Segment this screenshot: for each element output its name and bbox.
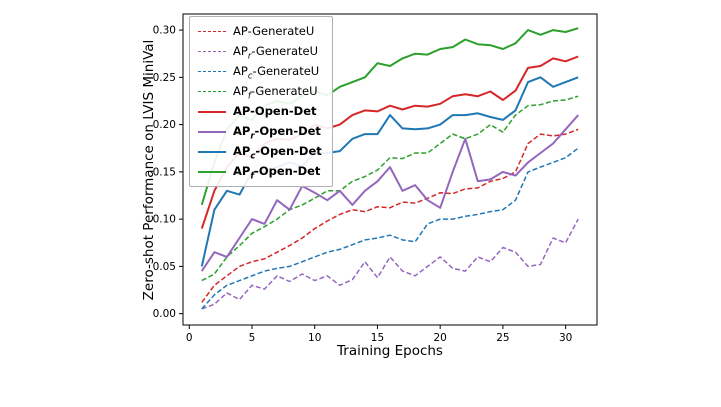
legend-line-sample: [198, 51, 226, 52]
legend: AP-GenerateU APr-GenerateU APc-GenerateU AP…: [189, 16, 333, 187]
series-line-AP-GenerateU: [201, 128, 579, 303]
series-line-APr-GenerateU: [201, 218, 579, 310]
y-axis-label: Zero-shot Performance on LVIS MiniVal: [141, 40, 157, 301]
x-tick-label: 30: [559, 332, 572, 344]
x-tick-label: 25: [496, 332, 509, 344]
y-tick-label: 0.05: [153, 261, 176, 273]
x-tick-label: 0: [186, 332, 193, 344]
legend-label: AP-GenerateU: [233, 23, 315, 38]
plot-border: [182, 13, 598, 326]
legend-line-sample: [198, 31, 226, 32]
legend-entry-APf-Open-Det: APf-Open-Det: [198, 162, 322, 181]
legend-entry-APr-Open-Det: APr-Open-Det: [198, 122, 322, 141]
x-tick-label: 15: [371, 332, 384, 344]
legend-entry-APr-GenerateU: APr-GenerateU: [198, 42, 322, 61]
series-line-APc-GenerateU: [201, 147, 579, 310]
y-tick-label: 0.00: [153, 308, 176, 320]
legend-entry-APc-GenerateU: APc-GenerateU: [198, 62, 322, 81]
legend-line-sample: [198, 130, 226, 133]
legend-line-sample: [198, 71, 226, 72]
y-tick-label: 0.15: [153, 166, 176, 178]
legend-line-sample: [198, 91, 226, 92]
y-tick-label: 0.20: [153, 119, 176, 131]
series-line-APr-Open-Det: [200, 114, 579, 272]
legend-entry-APf-GenerateU: APf-GenerateU: [198, 82, 322, 101]
legend-label: APr-Open-Det: [233, 123, 321, 142]
legend-label: APc-Open-Det: [233, 143, 322, 162]
legend-line-sample: [198, 170, 226, 173]
y-tick-label: 0.30: [153, 25, 176, 37]
y-tick-label: 0.25: [153, 72, 176, 84]
legend-label: APr-GenerateU: [233, 43, 319, 62]
legend-entry-AP-GenerateU: AP-GenerateU: [198, 22, 322, 41]
legend-label: AP-Open-Det: [233, 103, 317, 118]
x-axis-label: Training Epochs: [336, 343, 443, 359]
legend-label: APf-Open-Det: [233, 163, 321, 182]
series-line-APf-GenerateU: [201, 95, 579, 282]
x-tick-label: 10: [308, 332, 321, 344]
x-tick-label: 5: [249, 332, 256, 344]
y-tick-label: 0.10: [153, 214, 176, 226]
axes: 0 5 10 15 20 25 30 0.00 0.05 0.10 0.15 0.20 0.25 0.30: [153, 13, 598, 344]
legend-label: APc-GenerateU: [233, 63, 320, 82]
legend-line-sample: [198, 150, 226, 153]
legend-entry-AP-Open-Det: AP-Open-Det: [198, 102, 322, 121]
legend-label: APf-GenerateU: [233, 83, 318, 102]
legend-entry-APc-Open-Det: APc-Open-Det: [198, 142, 322, 161]
legend-line-sample: [198, 110, 226, 113]
x-tick-label: 20: [433, 332, 446, 344]
